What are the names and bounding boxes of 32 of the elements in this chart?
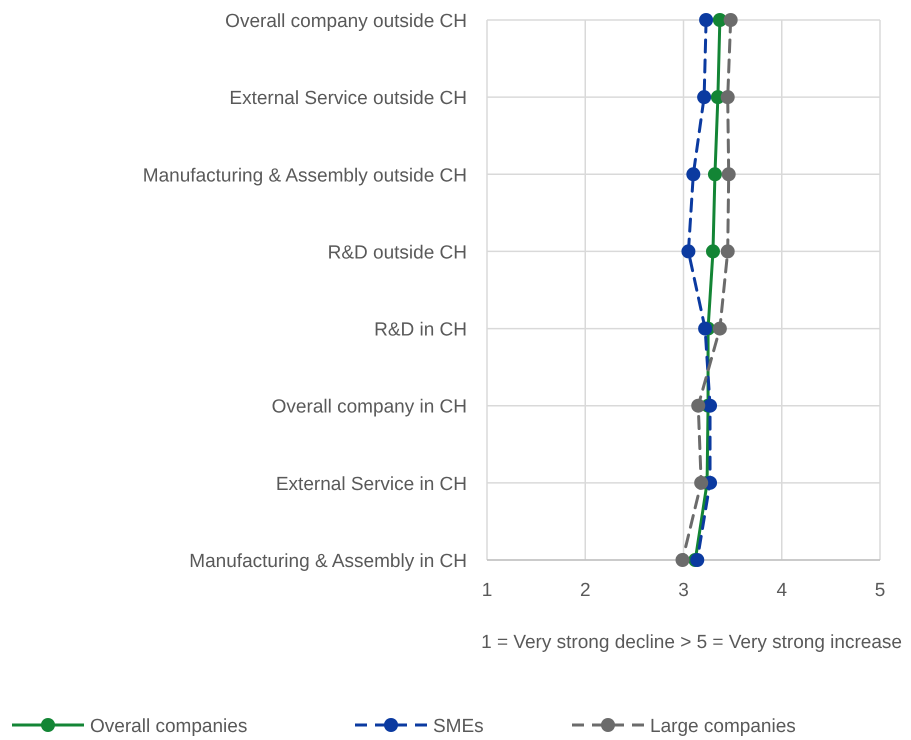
point <box>724 13 738 27</box>
point <box>681 244 696 258</box>
point <box>708 167 722 182</box>
legend-label: Overall companies <box>90 716 248 737</box>
point <box>686 167 700 182</box>
point <box>712 322 727 336</box>
y-tick-label: Manufacturing & Assembly outside CH <box>142 165 467 186</box>
legend-label: SMEs <box>433 716 484 737</box>
x-tick-label: 3 <box>678 580 689 601</box>
point <box>697 90 712 104</box>
point <box>694 476 708 490</box>
point <box>676 553 690 567</box>
x-axis-title: 1 = Very strong decline > 5 = Very strong increase <box>481 632 902 653</box>
point <box>691 398 706 413</box>
y-tick-label: Overall company outside CH <box>225 11 467 32</box>
y-tick-label: Manufacturing & Assembly in CH <box>189 551 467 572</box>
point <box>720 90 735 104</box>
x-tick-label: 2 <box>580 580 591 601</box>
point <box>722 167 736 182</box>
point <box>706 244 720 258</box>
point <box>720 244 735 258</box>
x-tick-label: 4 <box>776 580 788 601</box>
point <box>699 13 714 27</box>
y-tick-label: External Service in CH <box>276 474 467 495</box>
y-tick-label: R&D in CH <box>374 320 467 341</box>
y-tick-label: Overall company in CH <box>272 396 467 418</box>
y-tick-label: R&D outside CH <box>328 242 467 264</box>
legend-label: Large companies <box>650 716 796 737</box>
point <box>698 322 712 336</box>
x-tick-label: 5 <box>874 580 886 601</box>
x-tick-label: 1 <box>482 580 492 601</box>
y-tick-label: External Service outside CH <box>229 88 467 110</box>
